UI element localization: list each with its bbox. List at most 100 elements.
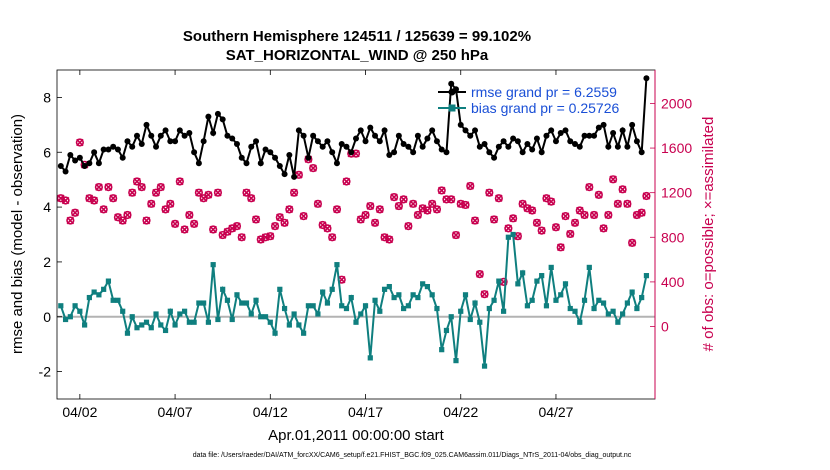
bias-point (129, 314, 135, 320)
obs-assimilated-point (128, 188, 136, 197)
rmse-point (500, 138, 507, 145)
obs-assimilated-stroke (476, 270, 484, 278)
bias-point (205, 319, 212, 325)
y-left-tick-label: 8 (43, 89, 51, 105)
obs-possible-point (466, 181, 475, 191)
x-tick-label: 04/27 (538, 404, 573, 420)
rmse-point (76, 154, 83, 161)
obs-assimilated-stroke (314, 200, 322, 208)
obs-assimilated-stroke (604, 211, 613, 219)
rmse-point (633, 138, 640, 145)
obs-assimilated-point (404, 222, 413, 230)
bias-point (381, 286, 388, 292)
bias-series (58, 231, 650, 369)
obs-assimilated-stroke (176, 177, 184, 186)
rmse-point (348, 149, 355, 156)
obs-possible-point (423, 206, 432, 215)
obs-possible-point (299, 211, 308, 221)
bias-point (515, 281, 521, 287)
obs-assimilated-stroke (514, 232, 522, 240)
obs-assimilated-stroke (109, 194, 117, 203)
obs-assimilated-stroke (618, 185, 627, 194)
rmse-point (438, 146, 445, 153)
obs-possible-point (247, 194, 256, 203)
rmse-point (129, 143, 136, 150)
obs-assimilated-stroke (471, 216, 479, 225)
obs-assimilated-stroke (576, 206, 584, 215)
obs-assimilated-point (209, 225, 217, 234)
obs-possible-point (399, 195, 408, 204)
rmse-point (476, 143, 483, 150)
bias-point (596, 297, 602, 303)
rmse-point (586, 132, 593, 139)
obs-assimilated-stroke (137, 183, 146, 191)
obs-assimilated-point (637, 208, 646, 217)
obs-assimilated-point (285, 205, 294, 214)
rmse-point (153, 143, 160, 150)
obs-assimilated-stroke (447, 195, 455, 204)
obs-possible-point (237, 233, 246, 242)
obs-assimilated-point (571, 219, 579, 227)
rmse-point (591, 132, 598, 139)
obs-assimilated-point (95, 183, 103, 191)
obs-assimilated-stroke (395, 202, 403, 210)
bias-point (529, 297, 535, 303)
obs-possible-point (547, 197, 556, 206)
obs-assimilated-point (376, 205, 384, 214)
bias-point (139, 322, 145, 328)
obs-possible-point (480, 290, 489, 299)
obs-possible-point (151, 188, 161, 197)
obs-possible-point (470, 216, 480, 225)
bias-point (248, 311, 254, 317)
rmse-point (372, 132, 379, 139)
x-tick-label: 04/07 (158, 404, 193, 420)
bias-point (296, 322, 302, 328)
obs-assimilated-stroke (328, 233, 336, 242)
rmse-point (124, 138, 131, 145)
obs-possible-point (437, 186, 446, 195)
obs-possible-point (66, 216, 75, 225)
rmse-point (548, 127, 555, 134)
obs-assimilated-stroke (195, 188, 203, 197)
rmse-point (233, 141, 240, 148)
bias-point (229, 316, 235, 323)
rmse-point (224, 132, 231, 139)
bias-point (324, 300, 331, 306)
bias-point (291, 311, 297, 317)
obs-assimilated-point (614, 200, 622, 208)
rmse-point (333, 160, 340, 167)
obs-assimilated-stroke (566, 230, 575, 238)
rmse-point (286, 151, 293, 158)
bias-point (639, 294, 645, 301)
obs-assimilated-stroke (595, 191, 603, 199)
rmse-point (581, 132, 588, 139)
bias-point (272, 330, 278, 336)
bias-point (186, 319, 192, 325)
obs-possible-point (156, 183, 165, 192)
rmse-point (324, 138, 331, 145)
obs-possible-point (642, 191, 651, 201)
rmse-point (353, 135, 359, 142)
bias-point (339, 303, 345, 309)
obs-assimilated-stroke (485, 188, 494, 197)
obs-possible-point (323, 224, 332, 233)
y-right-tick-label: 2000 (661, 95, 692, 111)
bias-point (562, 281, 569, 287)
rmse-point (491, 154, 498, 161)
bias-point (443, 327, 450, 334)
obs-assimilated-point (290, 188, 298, 197)
obs-assimilated-stroke (495, 194, 503, 203)
x-axis-label: Apr.01,2011 00:00:00 start (268, 427, 445, 444)
rmse-point (267, 149, 274, 156)
rmse-point (567, 138, 574, 145)
obs-assimilated-point (99, 205, 108, 214)
obs-assimilated-stroke (285, 205, 294, 214)
obs-possible-point (570, 218, 580, 227)
rmse-point (257, 160, 264, 167)
obs-possible-point (147, 199, 156, 208)
bias-point (377, 308, 383, 314)
rmse-point (429, 127, 436, 134)
obs-assimilated-point (166, 200, 175, 208)
bias-point (362, 303, 369, 309)
obs-assimilated-point (466, 182, 475, 190)
